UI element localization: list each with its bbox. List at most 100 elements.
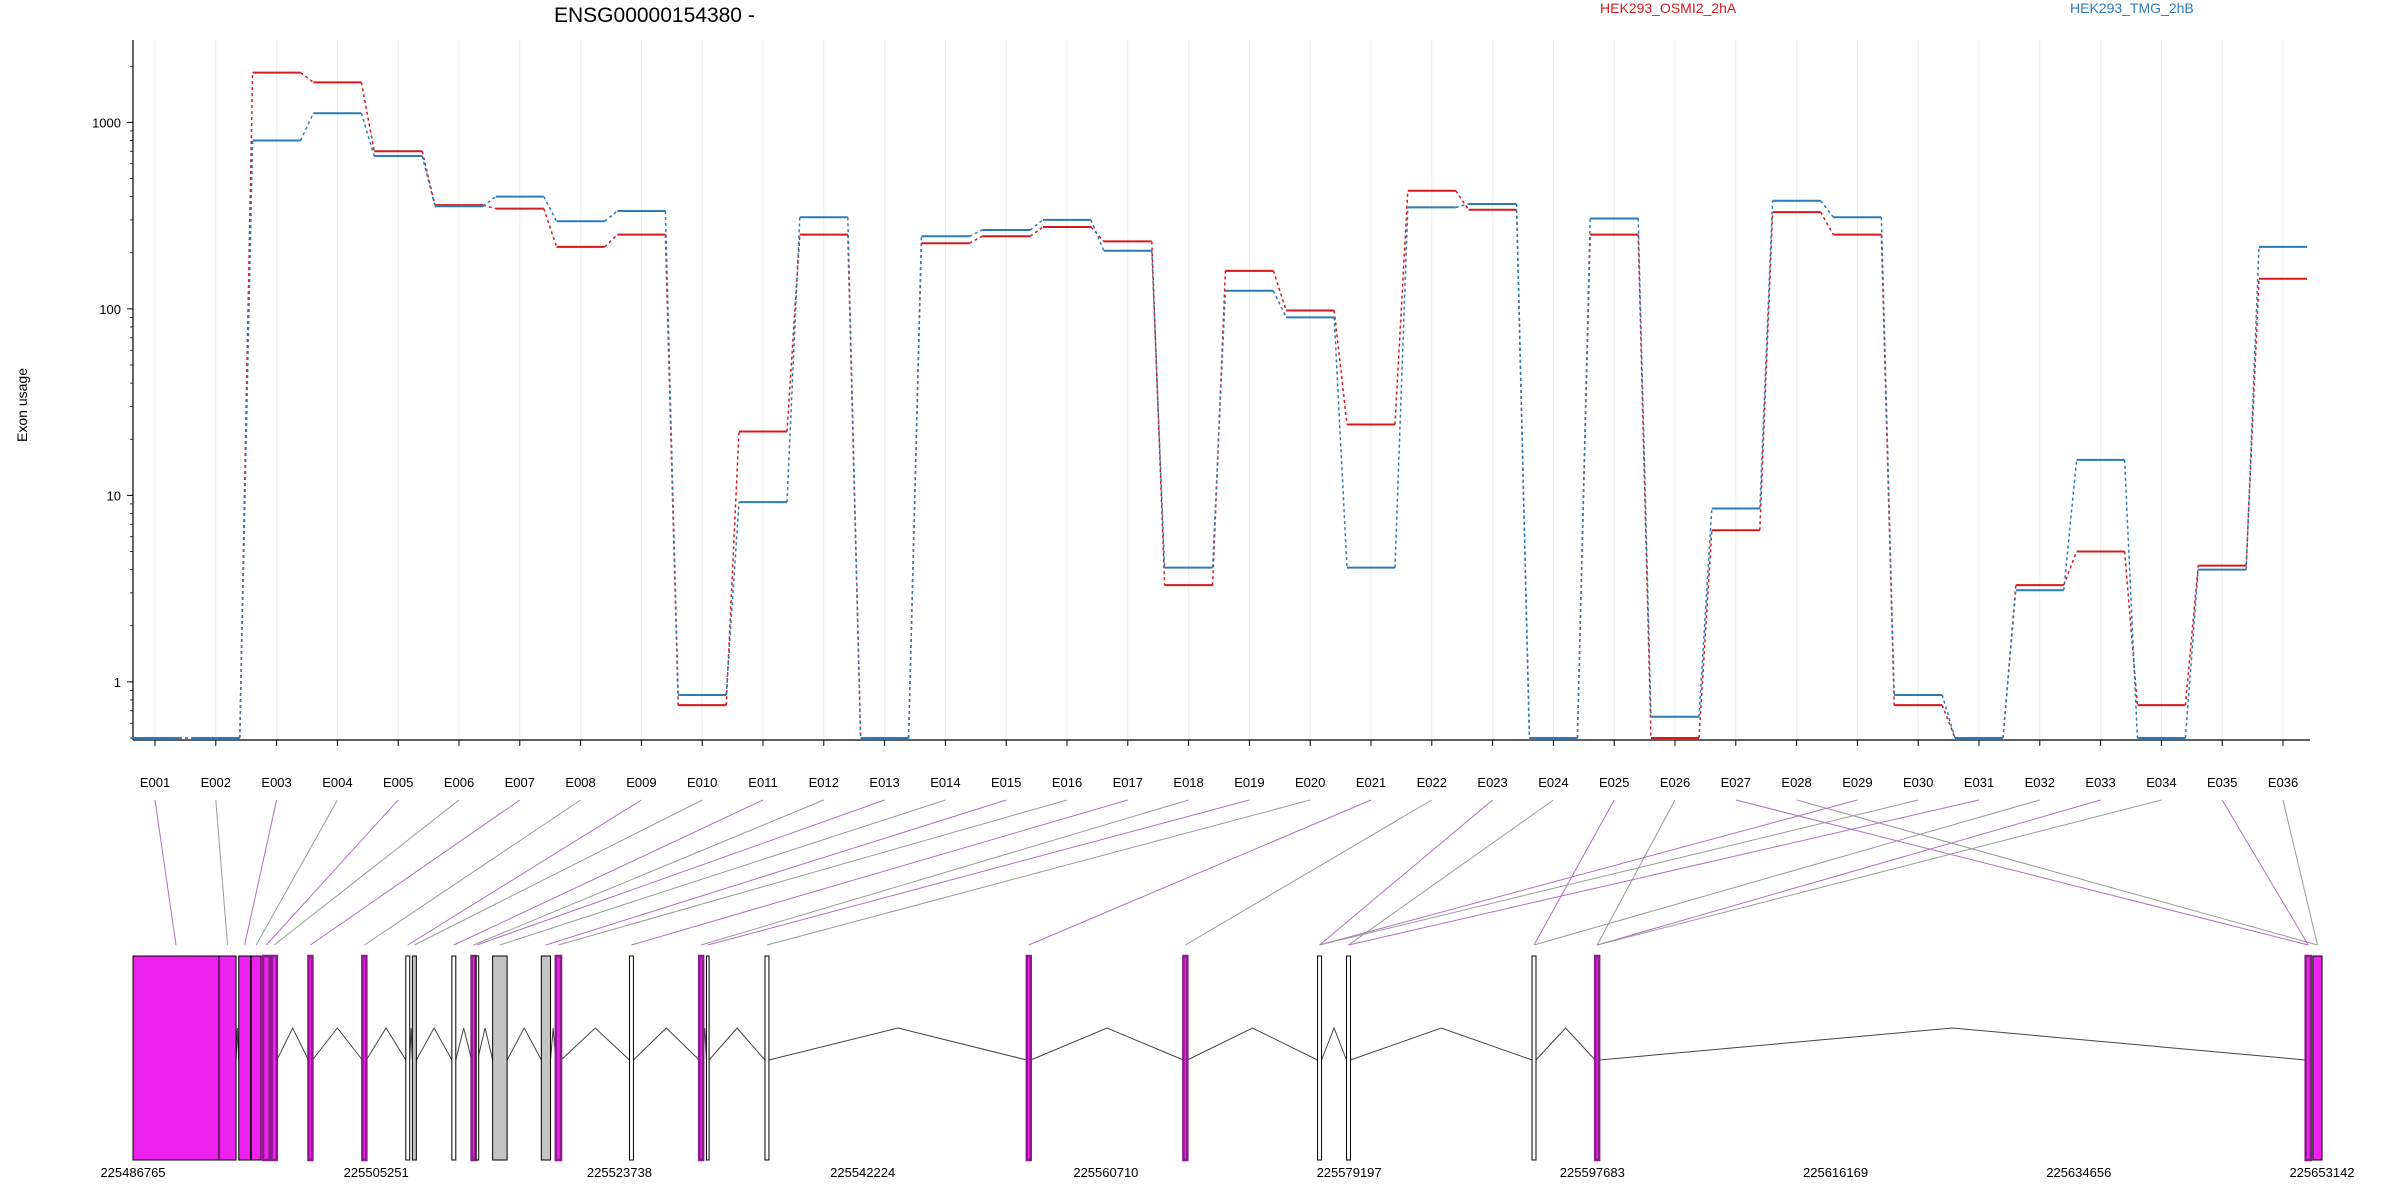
exon-block (261, 954, 271, 1162)
series-1-connector (1029, 226, 1044, 237)
series-2-connector (786, 217, 801, 503)
exon-connector (1185, 799, 1433, 946)
exon-connector (2221, 799, 2309, 946)
series-1-connector (482, 204, 496, 210)
exon-connector (1533, 799, 2040, 946)
exon-connector (310, 799, 521, 946)
x-tick-label: E013 (869, 775, 899, 790)
exon-block (132, 955, 220, 1161)
exon-block (218, 955, 237, 1161)
series-1-connector (969, 235, 983, 244)
exon-block (540, 955, 552, 1161)
x-tick-label: E018 (1173, 775, 1203, 790)
series-1-connector (725, 431, 740, 706)
x-tick-label: E014 (930, 775, 960, 790)
exon-connector (414, 799, 703, 946)
exon-connector (1597, 799, 2162, 946)
series-2-connector (725, 502, 740, 696)
x-tick-label: E016 (1052, 775, 1082, 790)
exon-connector (154, 799, 177, 946)
series-1-connector (360, 82, 375, 152)
x-tick-label: E032 (2025, 775, 2055, 790)
x-tick-label: E026 (1660, 775, 1690, 790)
series-2-connector (1515, 203, 1531, 739)
exon-connector (1596, 799, 1676, 946)
series-2-connector (1698, 508, 1713, 717)
series-1-connector (1941, 704, 1956, 739)
exon-block (697, 954, 705, 1162)
x-tick-label: E019 (1234, 775, 1264, 790)
x-tick-label: E025 (1599, 775, 1629, 790)
x-tick-label: E011 (748, 775, 777, 790)
series-2-connector (2002, 590, 2017, 739)
series-2-connector (1090, 219, 1105, 252)
series-1-connector (604, 234, 618, 248)
series-2-connector (299, 112, 315, 141)
x-tick-label: E031 (1964, 775, 1994, 790)
intron (276, 1026, 309, 1061)
intron (768, 1027, 1027, 1061)
x-tick-label: E004 (322, 775, 352, 790)
intron (477, 1027, 494, 1061)
x-tick-label: E005 (383, 775, 413, 790)
series-1-connector (1759, 212, 1774, 531)
exon-block (1317, 955, 1323, 1161)
x-tick-label: E035 (2207, 775, 2237, 790)
x-tick-label: E022 (1417, 775, 1447, 790)
exon-connector (1348, 799, 1980, 946)
y-tick-label: 1 (114, 675, 121, 690)
exon-block (270, 954, 279, 1162)
series-1-connector (786, 234, 801, 432)
exon-connector (766, 799, 1311, 946)
genomic-tick-label: 225579197 (1317, 1165, 1382, 1180)
series-2-connector (1333, 317, 1348, 568)
exon-connector (476, 799, 885, 946)
exon-connector (1319, 799, 1858, 946)
series-2-connector (1455, 203, 1469, 209)
series-layer (131, 71, 2307, 739)
exon-connector (1319, 799, 1493, 946)
x-tick-label: E001 (140, 775, 170, 790)
x-tick-label: E010 (687, 775, 717, 790)
series-2-connector (1637, 218, 1652, 717)
series-1-connector (2002, 585, 2017, 739)
exon-block (1025, 954, 1033, 1162)
intron (1030, 1027, 1184, 1061)
exon-block (492, 955, 508, 1161)
y-tick-label: 1000 (92, 115, 121, 130)
x-tick-label: E033 (2085, 775, 2115, 790)
series-1-connector (2123, 551, 2139, 706)
series-2-connector (239, 140, 254, 739)
intron (506, 1026, 542, 1061)
exon-block (554, 954, 563, 1162)
intron (1535, 1027, 1596, 1061)
intron (1187, 1027, 1318, 1061)
series-1-connector (1394, 190, 1409, 425)
series-2-connector (847, 217, 862, 739)
exon-connector (244, 799, 278, 946)
exon-block (2304, 954, 2313, 1162)
x-tick-label: E028 (1781, 775, 1811, 790)
exon-block (1593, 954, 1601, 1162)
exon-block (628, 955, 634, 1161)
series-2 (131, 112, 2307, 739)
exon-block (705, 955, 710, 1161)
x-tick-label: E008 (565, 775, 595, 790)
exon-connector (1735, 799, 2309, 946)
exon-connector (499, 799, 946, 946)
series-2-connector (969, 229, 983, 237)
exon-connector (364, 799, 581, 946)
series-1-connector (2184, 565, 2199, 706)
series-2-connector (664, 210, 679, 696)
x-tick-label: E030 (1903, 775, 1933, 790)
x-tick-label: E017 (1113, 775, 1143, 790)
series-2-connector (482, 196, 497, 207)
x-tick-label: E029 (1842, 775, 1872, 790)
intron (1321, 1026, 1347, 1061)
series-1-connector (1698, 530, 1713, 739)
x-tick-label: E003 (261, 775, 291, 790)
genomic-tick-label: 225523738 (587, 1165, 652, 1180)
intron (1599, 1027, 2306, 1061)
exon-block (1346, 955, 1351, 1161)
series-1-connector (2245, 278, 2260, 566)
